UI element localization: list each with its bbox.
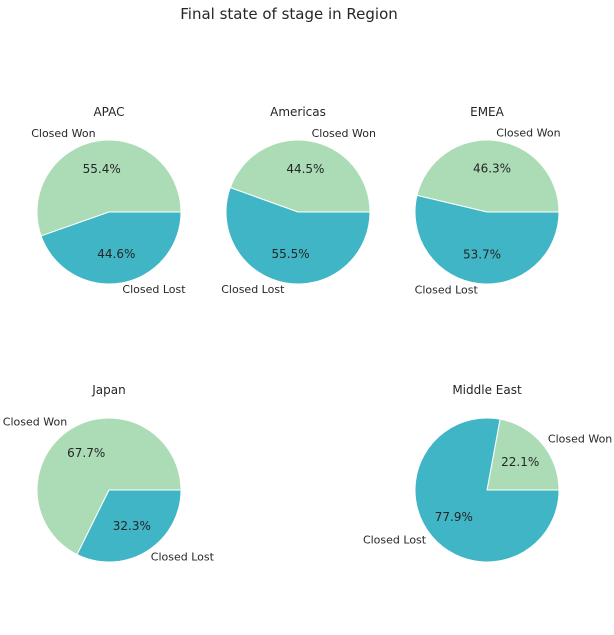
slice-pct-apac-closed-won: 55.4% bbox=[83, 162, 121, 176]
pie-slice-japan-closed-lost bbox=[76, 489, 182, 563]
pie-apac: Closed Won 55.4% Closed Lost 44.6% bbox=[31, 127, 186, 296]
slice-label-americas-closed-lost: Closed Lost bbox=[221, 283, 285, 296]
pie-slice-middle-east-closed-lost bbox=[414, 417, 560, 563]
slice-label-middle-east-closed-won: Closed Won bbox=[548, 432, 612, 445]
slice-pct-japan-closed-won: 67.7% bbox=[67, 446, 105, 460]
pie-emea: Closed Won 46.3% Closed Lost 53.7% bbox=[414, 126, 561, 297]
slice-pct-apac-closed-lost: 44.6% bbox=[97, 247, 135, 261]
slice-label-japan-closed-lost: Closed Lost bbox=[151, 550, 215, 563]
subplot-title-americas: Americas bbox=[270, 105, 326, 119]
slice-label-middle-east-closed-lost: Closed Lost bbox=[363, 534, 427, 547]
pie-slice-japan-closed-won bbox=[36, 417, 182, 556]
slice-pct-americas-closed-won: 44.5% bbox=[286, 162, 324, 176]
slice-label-emea-closed-lost: Closed Lost bbox=[415, 284, 479, 297]
subplot-title-middle-east: Middle East bbox=[452, 383, 522, 397]
pie-slice-middle-east-closed-won bbox=[486, 418, 560, 491]
slice-pct-americas-closed-lost: 55.5% bbox=[272, 247, 310, 261]
slice-label-apac-closed-won: Closed Won bbox=[31, 127, 95, 140]
pie-slice-emea-closed-lost bbox=[414, 194, 560, 285]
pie-slice-americas-closed-won bbox=[229, 139, 371, 213]
chart-title: Final state of stage in Region bbox=[180, 5, 398, 23]
slice-label-japan-closed-won: Closed Won bbox=[3, 416, 67, 429]
slice-pct-japan-closed-lost: 32.3% bbox=[113, 519, 151, 533]
subplot-title-apac: APAC bbox=[93, 105, 124, 119]
slice-pct-emea-closed-lost: 53.7% bbox=[463, 247, 501, 261]
pie-japan: Closed Won 67.7% Closed Lost 32.3% bbox=[3, 416, 215, 564]
slice-label-emea-closed-won: Closed Won bbox=[496, 126, 560, 139]
pie-middle-east: Closed Won 22.1% Closed Lost 77.9% bbox=[363, 417, 612, 563]
slice-pct-middle-east-closed-lost: 77.9% bbox=[435, 510, 473, 524]
slice-label-americas-closed-won: Closed Won bbox=[312, 127, 376, 140]
pie-slice-emea-closed-won bbox=[416, 139, 560, 213]
pie-slice-americas-closed-lost bbox=[225, 187, 371, 285]
slice-pct-middle-east-closed-won: 22.1% bbox=[501, 455, 539, 469]
slice-pct-emea-closed-won: 46.3% bbox=[473, 162, 511, 176]
pie-americas: Closed Won 44.5% Closed Lost 55.5% bbox=[221, 127, 376, 296]
subplot-title-japan: Japan bbox=[91, 383, 125, 397]
pie-slice-apac-closed-lost bbox=[40, 211, 182, 285]
slice-label-apac-closed-lost: Closed Lost bbox=[122, 283, 186, 296]
subplot-title-emea: EMEA bbox=[470, 105, 505, 119]
